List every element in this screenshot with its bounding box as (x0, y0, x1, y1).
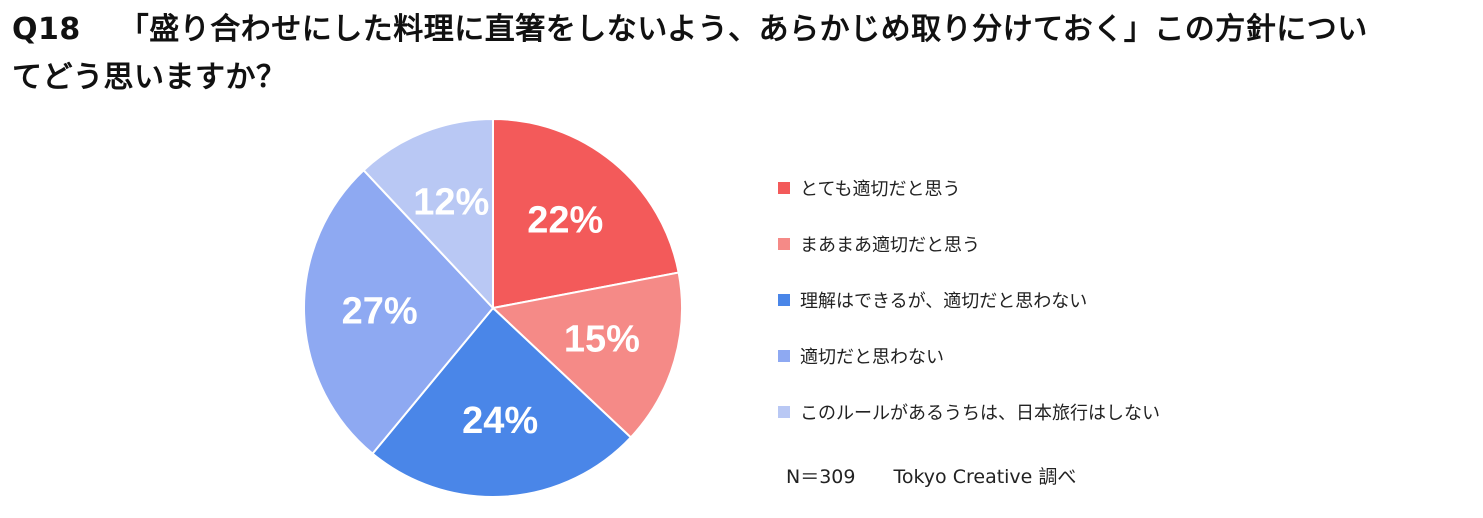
slice-percent-label: 22% (527, 200, 603, 242)
question-label: Q18 (12, 12, 81, 47)
legend-swatch (778, 182, 790, 194)
pie-slice (492, 118, 680, 310)
pie-chart: 22% 15% 24% 27% 12% (303, 118, 683, 498)
slice-percent-label: 12% (413, 182, 489, 224)
pie-slice (303, 168, 495, 456)
slice-percent-label: 15% (564, 319, 640, 361)
pie-slice (490, 271, 683, 439)
sample-size-note: N＝309 Tokyo Creative 調べ (786, 466, 1077, 488)
question-text-line1: 「盛り合わせにした料理に直箸をしないよう、あらかじめ取り分けておく」この方針につ… (118, 12, 1368, 47)
pie-slice (362, 118, 494, 311)
slice-percent-label: 27% (342, 291, 418, 333)
legend-swatch (778, 350, 790, 362)
legend-label: とても適切だと思う (800, 179, 961, 200)
slice-percent-label: 24% (462, 400, 538, 442)
legend-swatch (778, 238, 790, 250)
question-text-line2: てどう思いますか？ (12, 60, 287, 95)
legend: とても適切だと思う まあまあ適切だと思う 理解はできるが、適切だと思わない 適切… (778, 160, 1160, 440)
legend-item: とても適切だと思う (778, 160, 1160, 216)
question-title: Q18 「盛り合わせにした料理に直箸をしないよう、あらかじめ取り分けておく」この方… (12, 6, 1477, 102)
legend-swatch (778, 294, 790, 306)
legend-label: 適切だと思わない (800, 347, 944, 368)
legend-item: まあまあ適切だと思う (778, 216, 1160, 272)
legend-label: このルールがあるうちは、日本旅行はしない (800, 403, 1160, 424)
legend-label: まあまあ適切だと思う (800, 235, 980, 256)
legend-swatch (778, 406, 790, 418)
pie-slice (371, 306, 633, 498)
legend-item: このルールがあるうちは、日本旅行はしない (778, 384, 1160, 440)
legend-item: 理解はできるが、適切だと思わない (778, 272, 1160, 328)
legend-label: 理解はできるが、適切だと思わない (800, 291, 1088, 312)
legend-item: 適切だと思わない (778, 328, 1160, 384)
